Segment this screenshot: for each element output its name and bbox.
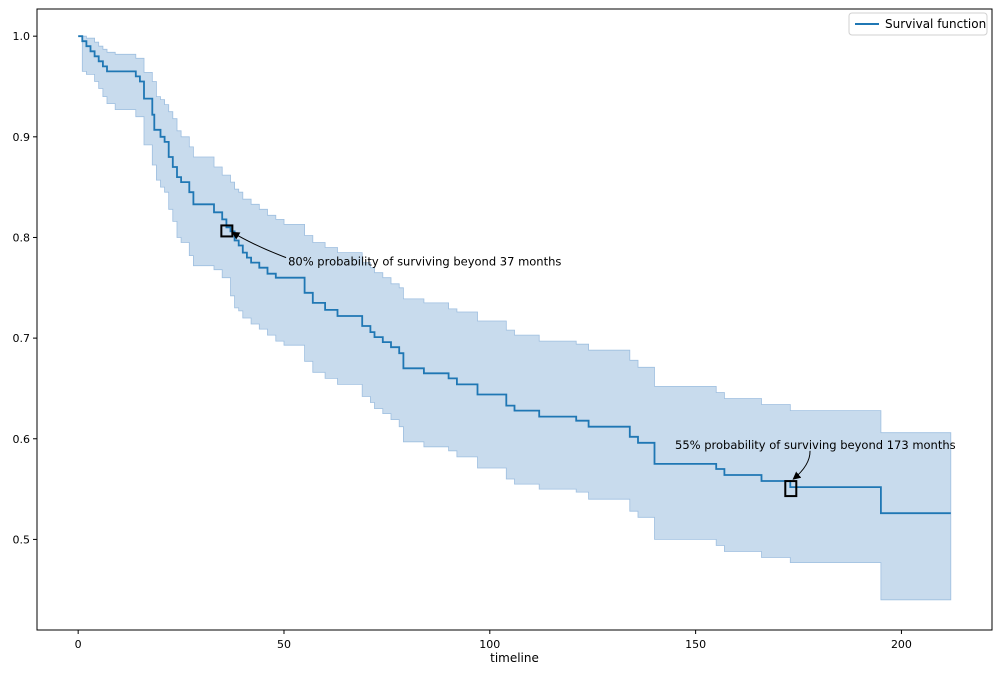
survival-function-line	[78, 35, 951, 515]
annotation-layer: 80% probability of surviving beyond 37 m…	[220, 224, 956, 498]
y-tick-label: 0.5	[13, 533, 31, 546]
annotation-marker	[784, 480, 798, 498]
y-tick-label: 1.0	[13, 30, 31, 43]
annotation-arrow	[792, 450, 811, 480]
x-tick-label: 100	[479, 638, 500, 651]
annotation-arrow	[231, 231, 287, 259]
confidence-band	[78, 35, 952, 601]
series-line-layer	[78, 35, 951, 515]
annotation-text: 80% probability of surviving beyond 37 m…	[288, 255, 561, 269]
x-axis: 0 50 100 150 200	[75, 630, 912, 651]
x-tick-label: 150	[685, 638, 706, 651]
y-tick-label: 0.8	[13, 231, 31, 244]
x-tick-label: 200	[891, 638, 912, 651]
annotation-marker	[220, 224, 234, 238]
y-tick-label: 0.7	[13, 332, 31, 345]
confidence-band-layer	[78, 35, 952, 601]
x-axis-label: timeline	[490, 651, 539, 665]
y-axis: 0.5 0.6 0.7 0.8 0.9 1.0	[13, 30, 37, 546]
x-tick-label: 50	[277, 638, 291, 651]
legend-box	[848, 12, 988, 36]
y-tick-label: 0.9	[13, 131, 31, 144]
x-tick-label: 0	[75, 638, 82, 651]
plot-frame	[36, 8, 993, 631]
y-tick-label: 0.6	[13, 433, 31, 446]
annotation-text: 55% probability of surviving beyond 173 …	[675, 438, 956, 452]
legend: Survival function	[848, 12, 988, 36]
legend-entry-survival-function: Survival function	[885, 17, 986, 31]
